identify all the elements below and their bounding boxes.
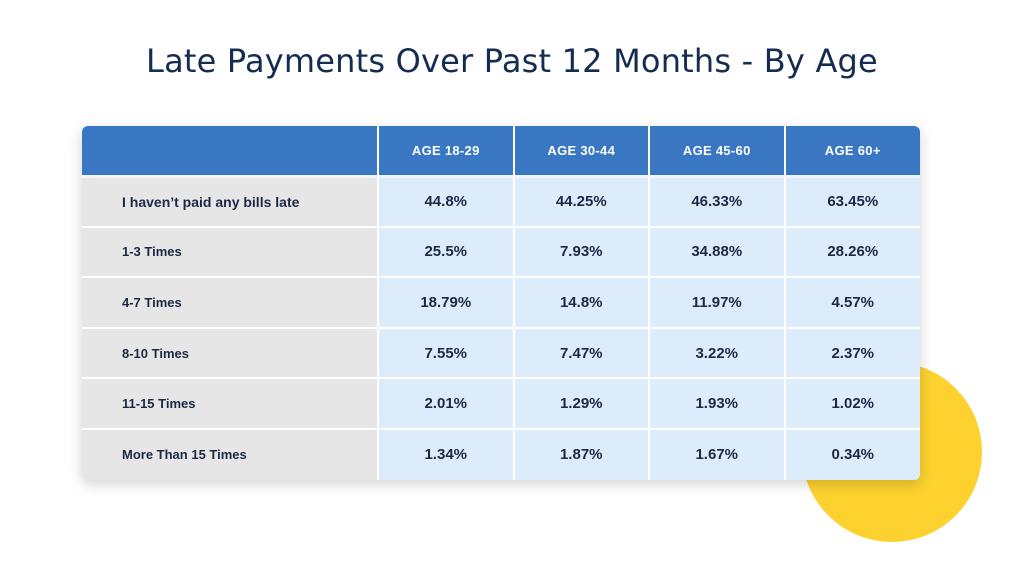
late-payments-table: AGE 18-29 AGE 30-44 AGE 45-60 AGE 60+ I … bbox=[82, 126, 920, 480]
table-row: 1-3 Times 25.5% 7.93% 34.88% 28.26% bbox=[82, 225, 920, 278]
row-label: I haven’t paid any bills late bbox=[82, 174, 378, 227]
table-cell: 1.93% bbox=[648, 377, 785, 429]
row-label: 11-15 Times bbox=[82, 377, 378, 429]
table-row: 11-15 Times 2.01% 1.29% 1.93% 1.02% bbox=[82, 377, 920, 429]
data-table-card: AGE 18-29 AGE 30-44 AGE 45-60 AGE 60+ I … bbox=[82, 126, 920, 480]
row-label: 4-7 Times bbox=[82, 276, 378, 328]
row-label: More Than 15 Times bbox=[82, 427, 378, 480]
column-header: AGE 60+ bbox=[783, 126, 920, 176]
row-label: 8-10 Times bbox=[82, 326, 378, 379]
table-cell: 7.93% bbox=[512, 225, 649, 278]
column-header: AGE 30-44 bbox=[512, 126, 649, 176]
table-row: 8-10 Times 7.55% 7.47% 3.22% 2.37% bbox=[82, 326, 920, 379]
page-title: Late Payments Over Past 12 Months - By A… bbox=[146, 42, 878, 80]
table-cell: 2.37% bbox=[783, 326, 920, 379]
table-row: More Than 15 Times 1.34% 1.87% 1.67% 0.3… bbox=[82, 427, 920, 480]
table-cell: 2.01% bbox=[377, 377, 514, 429]
table-cell: 28.26% bbox=[783, 225, 920, 278]
table-cell: 7.47% bbox=[512, 326, 649, 379]
table-header-row: AGE 18-29 AGE 30-44 AGE 45-60 AGE 60+ bbox=[82, 126, 920, 176]
table-row: I haven’t paid any bills late 44.8% 44.2… bbox=[82, 174, 920, 227]
column-header: AGE 45-60 bbox=[648, 126, 785, 176]
table-cell: 34.88% bbox=[648, 225, 785, 278]
row-label: 1-3 Times bbox=[82, 225, 378, 278]
table-cell: 63.45% bbox=[783, 174, 920, 227]
table-cell: 44.8% bbox=[377, 174, 514, 227]
table-cell: 18.79% bbox=[377, 276, 514, 328]
table-cell: 1.02% bbox=[783, 377, 920, 429]
table-cell: 14.8% bbox=[512, 276, 649, 328]
table-row: 4-7 Times 18.79% 14.8% 11.97% 4.57% bbox=[82, 276, 920, 328]
table-cell: 1.29% bbox=[512, 377, 649, 429]
table-cell: 0.34% bbox=[783, 427, 920, 480]
column-header: AGE 18-29 bbox=[377, 126, 514, 176]
table-cell: 7.55% bbox=[377, 326, 514, 379]
table-cell: 11.97% bbox=[648, 276, 785, 328]
table-cell: 44.25% bbox=[512, 174, 649, 227]
table-cell: 3.22% bbox=[648, 326, 785, 379]
header-corner-cell bbox=[82, 126, 378, 176]
table-cell: 25.5% bbox=[377, 225, 514, 278]
table-cell: 1.34% bbox=[377, 427, 514, 480]
table-cell: 4.57% bbox=[783, 276, 920, 328]
table-cell: 1.87% bbox=[512, 427, 649, 480]
table-cell: 46.33% bbox=[648, 174, 785, 227]
table-cell: 1.67% bbox=[648, 427, 785, 480]
